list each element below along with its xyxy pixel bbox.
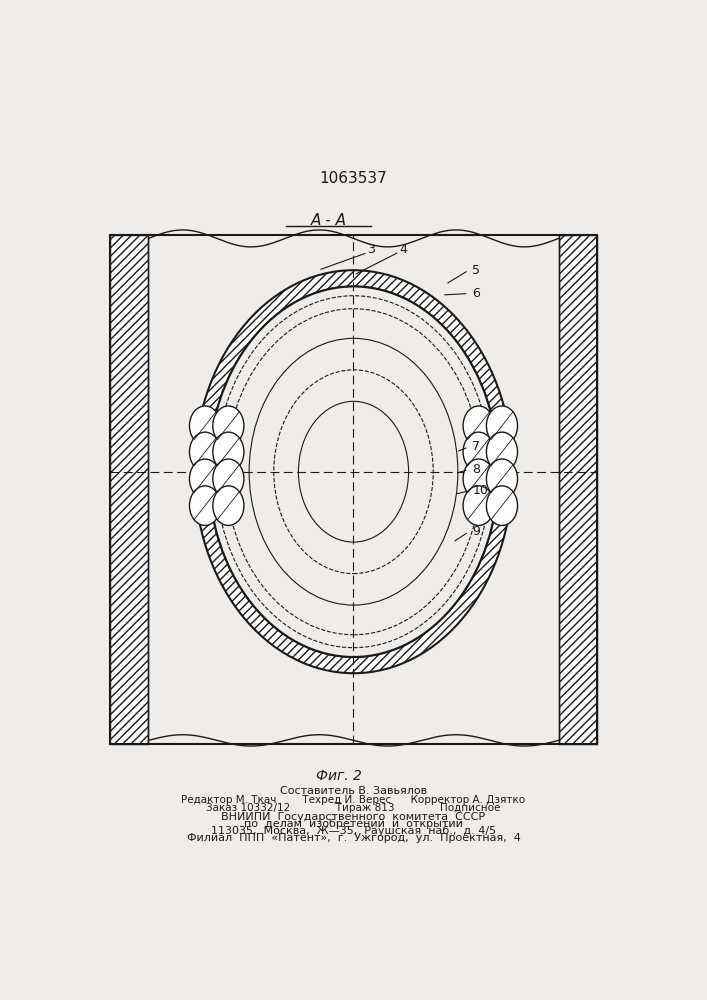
Text: 4: 4 xyxy=(399,243,407,256)
Ellipse shape xyxy=(486,459,518,499)
Bar xyxy=(559,235,597,744)
Text: 1063537: 1063537 xyxy=(320,171,387,186)
Text: 9: 9 xyxy=(472,525,480,538)
Ellipse shape xyxy=(189,406,221,446)
Text: ВНИИПИ  Государственного  комитета  СССР: ВНИИПИ Государственного комитета СССР xyxy=(221,812,486,822)
Ellipse shape xyxy=(463,406,494,446)
Text: А - А: А - А xyxy=(311,213,346,228)
Ellipse shape xyxy=(486,432,518,472)
Text: Заказ 10332/12              Тираж 813              Подписное: Заказ 10332/12 Тираж 813 Подписное xyxy=(206,803,501,813)
Text: 3: 3 xyxy=(367,243,375,256)
Text: 8: 8 xyxy=(472,463,480,476)
Ellipse shape xyxy=(213,432,244,472)
Text: 113035,  Москва,  Ж—35,  Раушская  наб.,  д. 4/5: 113035, Москва, Ж—35, Раушская наб., д. … xyxy=(211,826,496,836)
Text: 10: 10 xyxy=(472,484,488,497)
Text: Редактор М. Ткач        Техред И. Верес      Корректор А. Дзятко: Редактор М. Ткач Техред И. Верес Коррект… xyxy=(182,795,525,805)
Ellipse shape xyxy=(213,486,244,525)
Ellipse shape xyxy=(463,459,494,499)
Ellipse shape xyxy=(463,432,494,472)
Bar xyxy=(559,235,597,744)
Text: Составитель В. Завьялов: Составитель В. Завьялов xyxy=(280,786,427,796)
Ellipse shape xyxy=(189,432,221,472)
Ellipse shape xyxy=(463,486,494,525)
Bar xyxy=(110,235,597,744)
Text: Фиг. 2: Фиг. 2 xyxy=(317,769,362,783)
Text: 6: 6 xyxy=(472,287,480,300)
Ellipse shape xyxy=(209,286,498,657)
Text: Филиал  ППП  «Патент»,  г.  Ужгород,  ул.  Проектная,  4: Филиал ППП «Патент», г. Ужгород, ул. Про… xyxy=(187,833,520,843)
Text: 7: 7 xyxy=(472,440,480,453)
Ellipse shape xyxy=(209,286,498,657)
Ellipse shape xyxy=(213,406,244,446)
Ellipse shape xyxy=(486,486,518,525)
Ellipse shape xyxy=(189,486,221,525)
Bar xyxy=(110,235,148,744)
Ellipse shape xyxy=(189,459,221,499)
Bar xyxy=(110,235,148,744)
Text: по  делам  изобретений  и  открытий: по делам изобретений и открытий xyxy=(244,819,463,829)
Text: 5: 5 xyxy=(472,264,480,277)
Ellipse shape xyxy=(194,270,513,673)
Ellipse shape xyxy=(213,459,244,499)
Ellipse shape xyxy=(486,406,518,446)
